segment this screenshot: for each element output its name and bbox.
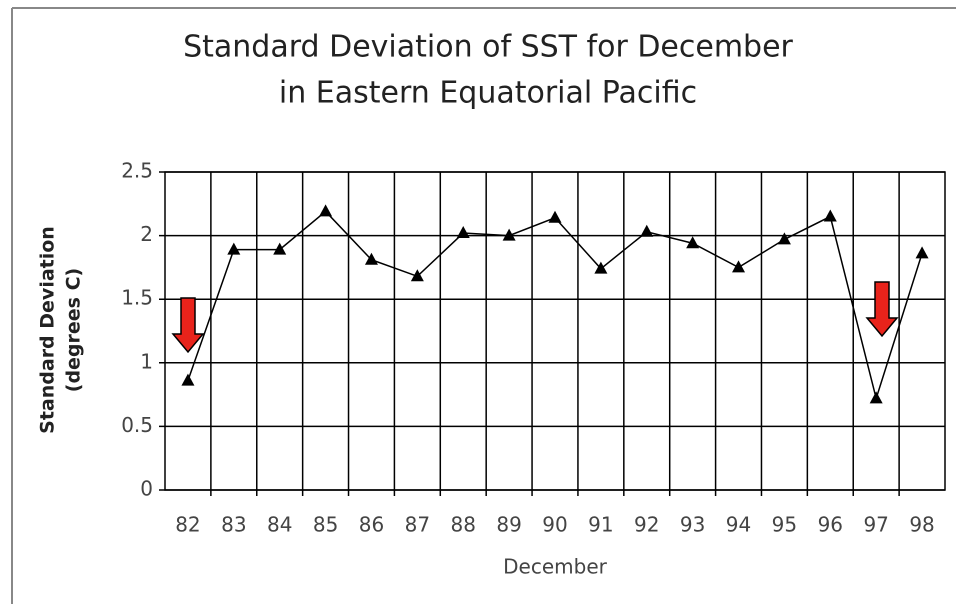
x-tick-label: 97 [863, 513, 888, 537]
chart-title: Standard Deviation of SST for December [183, 30, 793, 65]
x-tick-label: 84 [267, 513, 292, 537]
arrow [865, 281, 899, 338]
data-point [319, 204, 333, 217]
data-point [640, 224, 654, 237]
y-axis-label: (degrees C) [63, 268, 85, 392]
data-point [548, 210, 562, 223]
data-point [732, 260, 746, 273]
y-tick-label: 0.5 [121, 413, 153, 437]
y-tick-label: 0 [140, 477, 153, 501]
data-point [181, 373, 195, 386]
x-tick-label: 85 [313, 513, 338, 537]
data-point [777, 232, 791, 245]
chart-title: in Eastern Equatorial Pacific [279, 76, 697, 111]
y-tick-label: 1 [140, 349, 153, 373]
arrow [171, 297, 205, 354]
x-tick-label: 94 [726, 513, 751, 537]
data-point [227, 242, 241, 255]
x-tick-label: 82 [175, 513, 200, 537]
data-point [456, 226, 470, 239]
x-tick-label: 93 [680, 513, 705, 537]
data-point [502, 228, 516, 241]
x-tick-label: 98 [909, 513, 934, 537]
x-tick-label: 96 [818, 513, 843, 537]
y-tick-label: 2 [140, 222, 153, 246]
x-tick-label: 92 [634, 513, 659, 537]
x-tick-label: 88 [451, 513, 476, 537]
x-tick-label: 83 [221, 513, 246, 537]
y-tick-label: 2.5 [121, 159, 153, 183]
data-point [364, 252, 378, 265]
data-point [273, 242, 287, 255]
y-tick-label: 1.5 [121, 286, 153, 310]
data-point [915, 246, 929, 259]
data-point [869, 391, 883, 404]
x-tick-label: 95 [772, 513, 797, 537]
data-point [686, 236, 700, 249]
x-tick-label: 87 [405, 513, 430, 537]
plot-area: 0 0.5 1 1.5 2 2.5 82 83 84 85 86 87 88 89 90 91 92 93 94 95… [121, 159, 946, 537]
plot-background [164, 171, 946, 491]
x-tick-label: 90 [542, 513, 567, 537]
x-tick-label: 86 [359, 513, 384, 537]
x-tick-label: 89 [496, 513, 521, 537]
data-point [410, 269, 424, 282]
y-axis-label: Standard Deviation [37, 226, 59, 434]
x-tick-label: 91 [588, 513, 613, 537]
data-point [823, 209, 837, 222]
data-point [594, 261, 608, 274]
x-axis-label: December [503, 555, 607, 579]
